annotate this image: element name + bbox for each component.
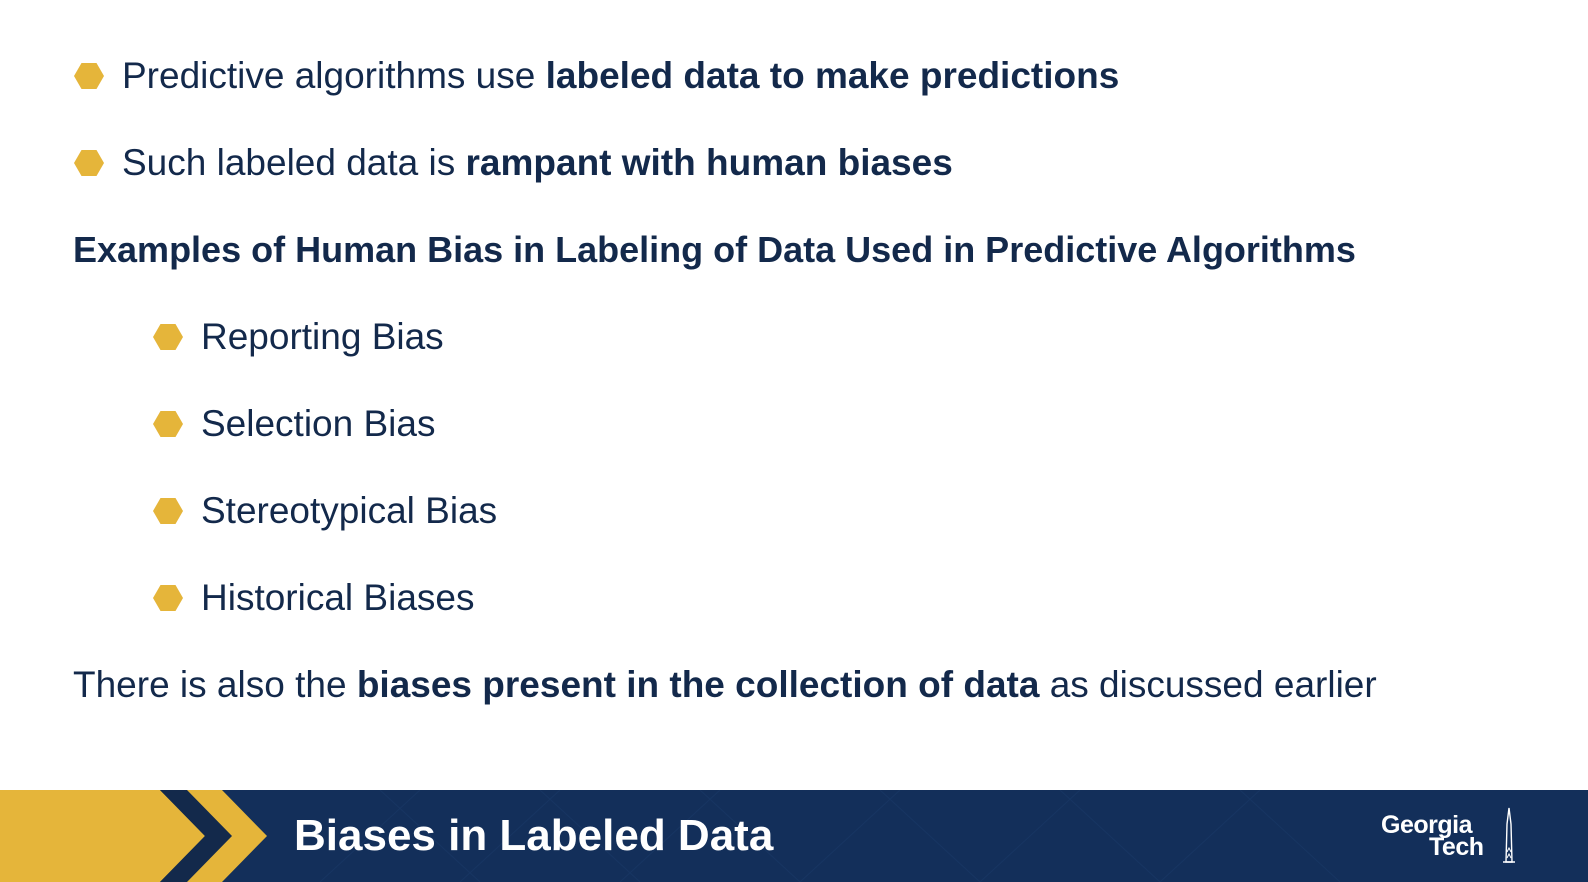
footer-title: Biases in Labeled Data: [294, 811, 774, 860]
bullet-hexagon-icon: [74, 150, 104, 176]
bullet-text: Predictive algorithms use labeled data t…: [122, 54, 1119, 98]
bullet-bold-text: labeled data to make predictions: [545, 55, 1120, 96]
closing-plain-start: There is also the: [73, 664, 357, 705]
bullet-plain-text: Predictive algorithms use: [122, 55, 546, 96]
sub-bullet-hexagon-icon: [153, 498, 183, 524]
closing-bold-text: biases present in the collection of data: [356, 664, 1040, 705]
sub-bullet-text: Selection Bias: [201, 403, 436, 444]
logo-line-1: Georgia: [1381, 811, 1472, 839]
georgia-tech-logo: Georgia Tech: [1381, 807, 1545, 872]
sub-bullet-hexagon-icon: [153, 585, 183, 611]
closing-text: There is also the biases present in the …: [73, 663, 1377, 707]
sub-bullet-hexagon-icon: [153, 324, 183, 350]
tech-tower-icon: [1503, 807, 1515, 863]
sub-bullet-text: Historical Biases: [201, 577, 475, 618]
logo-line-2: Tech: [1429, 833, 1484, 861]
section-heading-text: Examples of Human Bias in Labeling of Da…: [73, 229, 1356, 270]
footer-chevron-graphic: [0, 790, 1341, 882]
bullet-bold-text: rampant with human biases: [465, 142, 953, 183]
section-heading: Examples of Human Bias in Labeling of Da…: [73, 228, 1356, 272]
sub-bullet-text: Stereotypical Bias: [201, 490, 498, 531]
bullet-text: Such labeled data is rampant with human …: [122, 141, 953, 185]
sub-bullet-text: Reporting Bias: [201, 316, 444, 357]
footer-bar: Biases in Labeled Data Georgia Tech: [0, 790, 1588, 882]
sub-bullet-hexagon-icon: [153, 411, 183, 437]
bullet-plain-text: Such labeled data is: [122, 142, 466, 183]
bullet-hexagon-icon: [74, 63, 104, 89]
closing-plain-end: as discussed earlier: [1039, 664, 1377, 705]
